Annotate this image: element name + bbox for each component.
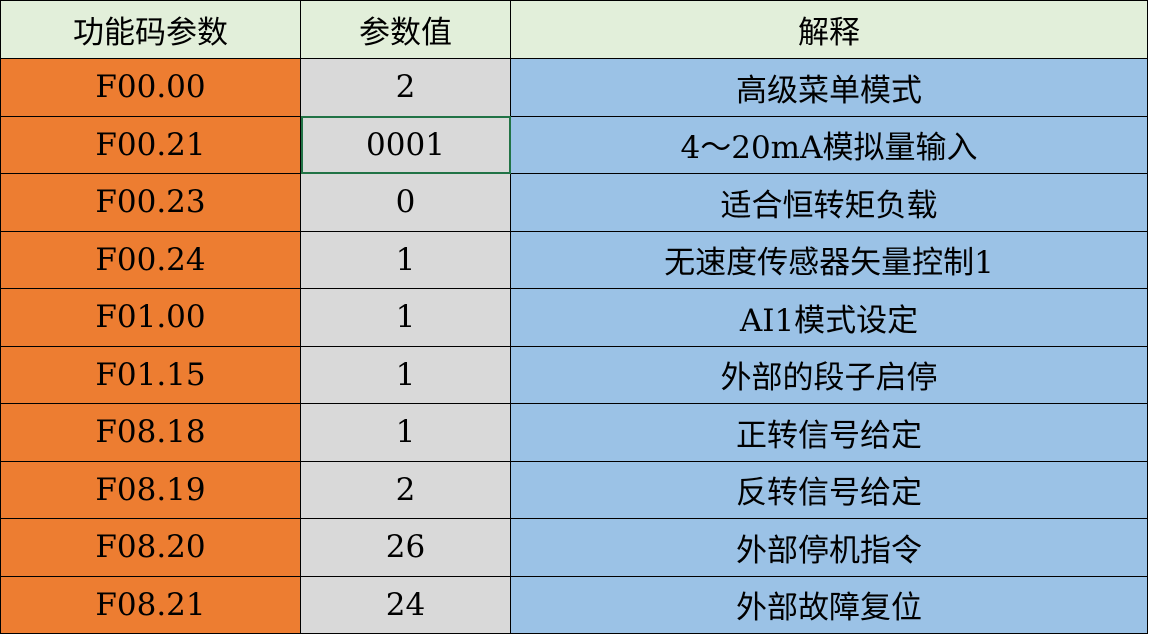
table-row: F08.21 24 外部故障复位 — [0, 575, 1148, 634]
header-parameter-value[interactable]: 参数值 — [300, 0, 511, 59]
parameter-value-cell[interactable]: 2 — [300, 460, 511, 519]
header-function-code[interactable]: 功能码参数 — [0, 0, 301, 59]
explanation-cell[interactable]: 无速度传感器矢量控制1 — [510, 230, 1148, 289]
parameter-value-cell[interactable]: 0001 — [300, 115, 511, 174]
explanation-cell[interactable]: 适合恒转矩负载 — [510, 173, 1148, 232]
function-code-cell[interactable]: F08.21 — [0, 575, 301, 634]
parameter-value-cell[interactable]: 1 — [300, 288, 511, 347]
function-code-cell[interactable]: F00.23 — [0, 173, 301, 232]
explanation-cell[interactable]: 外部停机指令 — [510, 518, 1148, 577]
explanation-cell[interactable]: 4～20mA模拟量输入 — [510, 115, 1148, 174]
parameter-value-cell[interactable]: 1 — [300, 345, 511, 404]
explanation-cell[interactable]: 正转信号给定 — [510, 403, 1148, 462]
function-code-cell[interactable]: F08.18 — [0, 403, 301, 462]
parameter-value-cell[interactable]: 26 — [300, 518, 511, 577]
function-code-cell[interactable]: F00.00 — [0, 58, 301, 117]
explanation-cell[interactable]: 反转信号给定 — [510, 460, 1148, 519]
parameter-value-cell[interactable]: 2 — [300, 58, 511, 117]
table-row: F00.00 2 高级菜单模式 — [0, 58, 1148, 117]
explanation-cell[interactable]: 高级菜单模式 — [510, 58, 1148, 117]
table-row: F01.15 1 外部的段子启停 — [0, 345, 1148, 404]
table-row: F08.19 2 反转信号给定 — [0, 460, 1148, 519]
table-row: F08.20 26 外部停机指令 — [0, 518, 1148, 577]
explanation-cell[interactable]: 外部的段子启停 — [510, 345, 1148, 404]
table-row: F08.18 1 正转信号给定 — [0, 403, 1148, 462]
table-row: F00.23 0 适合恒转矩负载 — [0, 173, 1148, 232]
parameter-value-cell[interactable]: 1 — [300, 230, 511, 289]
explanation-cell[interactable]: AI1模式设定 — [510, 288, 1148, 347]
table-row: F00.21 0001 4～20mA模拟量输入 — [0, 115, 1148, 174]
table-row: F00.24 1 无速度传感器矢量控制1 — [0, 230, 1148, 289]
function-code-cell[interactable]: F01.00 — [0, 288, 301, 347]
function-code-cell[interactable]: F01.15 — [0, 345, 301, 404]
function-code-cell[interactable]: F00.24 — [0, 230, 301, 289]
parameter-value-cell[interactable]: 0 — [300, 173, 511, 232]
parameter-value-cell[interactable]: 1 — [300, 403, 511, 462]
function-code-cell[interactable]: F08.19 — [0, 460, 301, 519]
header-explanation[interactable]: 解释 — [510, 0, 1148, 59]
header-row: 功能码参数 参数值 解释 — [0, 0, 1148, 59]
function-code-cell[interactable]: F00.21 — [0, 115, 301, 174]
explanation-cell[interactable]: 外部故障复位 — [510, 575, 1148, 634]
parameter-value-cell[interactable]: 24 — [300, 575, 511, 634]
table-row: F01.00 1 AI1模式设定 — [0, 288, 1148, 347]
function-code-cell[interactable]: F08.20 — [0, 518, 301, 577]
